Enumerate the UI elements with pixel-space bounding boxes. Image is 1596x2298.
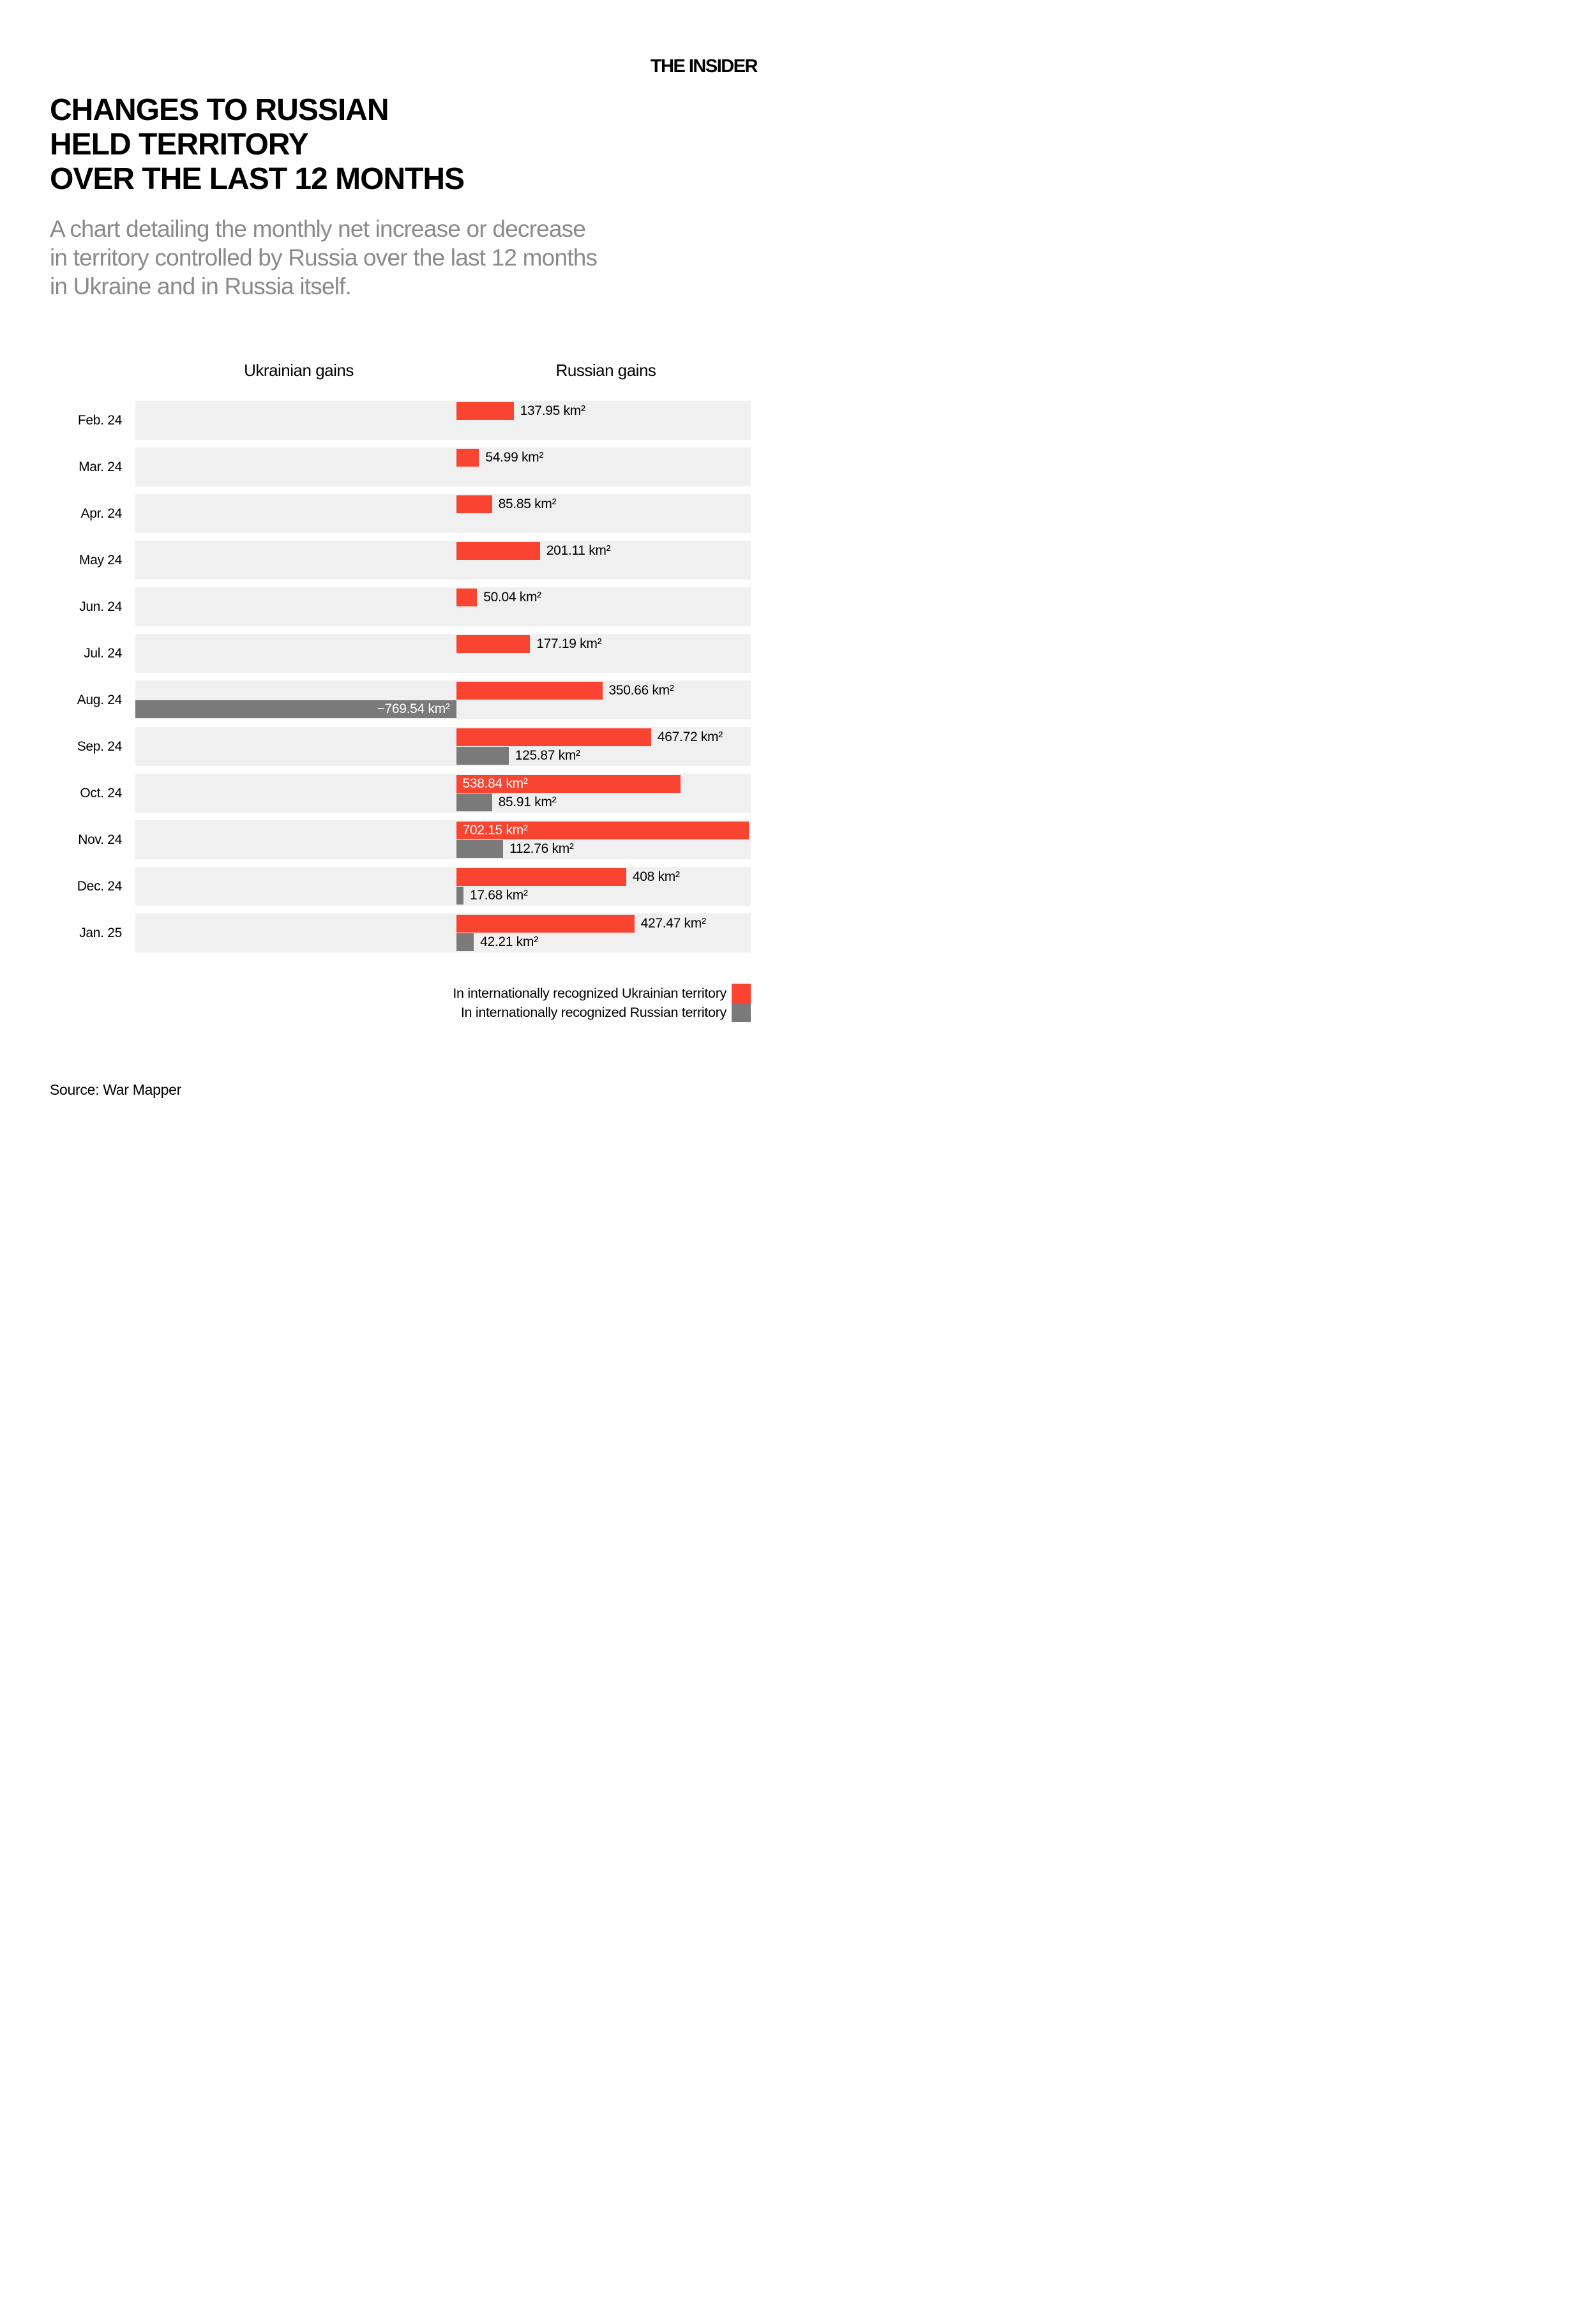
row-stripe: 538.84 km² 85.91 km² bbox=[135, 774, 751, 813]
russian-gains-header: Russian gains bbox=[555, 361, 656, 380]
title-line-3: OVER THE LAST 12 MONTHS bbox=[50, 162, 465, 196]
ukrainian-territory-bar bbox=[456, 868, 626, 886]
row-stripe: 201.11 km² bbox=[135, 541, 751, 580]
russian-territory-bar bbox=[456, 933, 474, 951]
legend-label: In internationally recognized Russian te… bbox=[460, 1004, 726, 1020]
russian-territory-value: 42.21 km² bbox=[480, 935, 538, 949]
ukrainian-territory-value: 54.99 km² bbox=[485, 450, 544, 465]
ukrainian-territory-bar bbox=[456, 635, 531, 653]
subtitle-line-3: in Ukraine and in Russia itself. bbox=[50, 273, 352, 299]
ukrainian-territory-value: 702.15 km² bbox=[462, 823, 528, 837]
ukrainian-territory-bar bbox=[456, 822, 749, 839]
chart-row: Oct. 24 538.84 km² 85.91 km² bbox=[0, 774, 798, 813]
russian-territory-bar bbox=[456, 840, 504, 858]
russian-territory-value: 112.76 km² bbox=[509, 841, 574, 856]
ukrainian-territory-swatch-icon bbox=[732, 984, 751, 1003]
subtitle-line-1: A chart detailing the monthly net increa… bbox=[50, 216, 586, 242]
row-stripe: 85.85 km² bbox=[135, 494, 751, 533]
source-credit: Source: War Mapper bbox=[50, 1081, 181, 1098]
row-stripe: 702.15 km² 112.76 km² bbox=[135, 820, 751, 859]
month-label: Jul. 24 bbox=[84, 646, 122, 661]
russian-territory-value: 17.68 km² bbox=[470, 888, 528, 903]
ukrainian-territory-value: 538.84 km² bbox=[462, 776, 528, 791]
ukrainian-territory-value: 137.95 km² bbox=[520, 403, 585, 418]
ukrainian-territory-bar bbox=[456, 728, 651, 746]
subtitle-line-2: in territory controlled by Russia over t… bbox=[50, 244, 598, 271]
month-label: Aug. 24 bbox=[77, 693, 123, 707]
chart-row: Nov. 24 702.15 km² 112.76 km² bbox=[0, 820, 798, 859]
ukrainian-territory-value: 201.11 km² bbox=[546, 543, 611, 558]
ukrainian-territory-bar bbox=[456, 915, 635, 933]
month-label: Apr. 24 bbox=[80, 506, 123, 521]
russian-territory-value: 125.87 km² bbox=[515, 748, 580, 763]
page-title: CHANGES TO RUSSIAN HELD TERRITORY OVER T… bbox=[50, 93, 465, 197]
month-label: Nov. 24 bbox=[78, 832, 122, 847]
month-label: Dec. 24 bbox=[77, 879, 123, 894]
ukrainian-territory-bar bbox=[456, 402, 514, 420]
ukrainian-territory-value: 408 km² bbox=[632, 869, 680, 884]
chart-row: May 24 201.11 km² bbox=[0, 541, 798, 580]
chart-row: Mar. 24 54.99 km² bbox=[0, 447, 798, 486]
russian-territory-bar bbox=[456, 887, 463, 905]
title-line-2: HELD TERRITORY bbox=[50, 128, 309, 161]
row-stripe: 50.04 km² bbox=[135, 587, 751, 626]
row-stripe: 54.99 km² bbox=[135, 447, 751, 486]
russian-territory-bar bbox=[456, 747, 509, 765]
ukrainian-gains-header: Ukrainian gains bbox=[244, 361, 354, 380]
chart-row: Feb. 24 137.95 km² bbox=[0, 401, 798, 440]
title-line-1: CHANGES TO RUSSIAN bbox=[50, 93, 389, 127]
row-stripe: 467.72 km² 125.87 km² bbox=[135, 727, 751, 766]
page-subtitle: A chart detailing the monthly net increa… bbox=[50, 214, 598, 301]
ukrainian-territory-value: 50.04 km² bbox=[483, 590, 541, 605]
row-stripe: 427.47 km² 42.21 km² bbox=[135, 913, 751, 952]
row-stripe: 350.66 km² −769.54 km² bbox=[135, 680, 751, 719]
russian-territory-bar bbox=[135, 700, 456, 718]
month-label: Jan. 25 bbox=[79, 926, 122, 940]
russian-territory-swatch-icon bbox=[732, 1003, 751, 1022]
month-label: Mar. 24 bbox=[79, 460, 122, 474]
chart-row: Aug. 24 350.66 km² −769.54 km² bbox=[0, 680, 798, 719]
month-label: Oct. 24 bbox=[80, 786, 122, 800]
russian-territory-value: −769.54 km² bbox=[377, 702, 450, 716]
legend: In internationally recognized Ukrainian … bbox=[453, 984, 751, 1022]
ukrainian-territory-bar bbox=[456, 449, 479, 467]
legend-item-russian-territory: In internationally recognized Russian te… bbox=[453, 1003, 751, 1022]
russian-territory-value: 85.91 km² bbox=[498, 795, 557, 809]
month-label: Jun. 24 bbox=[79, 599, 122, 614]
row-stripe: 137.95 km² bbox=[135, 401, 751, 440]
chart-row: Jul. 24 177.19 km² bbox=[0, 634, 798, 673]
ukrainian-territory-bar bbox=[456, 589, 478, 606]
ukrainian-territory-value: 85.85 km² bbox=[498, 497, 557, 511]
chart-row: Dec. 24 408 km² 17.68 km² bbox=[0, 867, 798, 906]
ukrainian-territory-value: 350.66 km² bbox=[608, 683, 674, 698]
chart-row: Jan. 25 427.47 km² 42.21 km² bbox=[0, 913, 798, 952]
ukrainian-territory-bar bbox=[456, 682, 603, 700]
chart-row: Apr. 24 85.85 km² bbox=[0, 494, 798, 533]
legend-item-ukrainian-territory: In internationally recognized Ukrainian … bbox=[453, 984, 751, 1003]
ukrainian-territory-value: 427.47 km² bbox=[640, 916, 706, 931]
row-stripe: 177.19 km² bbox=[135, 634, 751, 673]
russian-territory-bar bbox=[456, 793, 492, 811]
the-insider-logo: THE INSIDER bbox=[650, 56, 758, 77]
ukrainian-territory-value: 177.19 km² bbox=[536, 636, 602, 651]
month-label: May 24 bbox=[79, 553, 122, 567]
ukrainian-territory-bar bbox=[456, 542, 540, 560]
ukrainian-territory-bar bbox=[456, 495, 492, 513]
legend-label: In internationally recognized Ukrainian … bbox=[453, 985, 726, 1001]
ukrainian-territory-value: 467.72 km² bbox=[657, 730, 723, 744]
chart-row: Jun. 24 50.04 km² bbox=[0, 587, 798, 626]
month-label: Sep. 24 bbox=[77, 739, 123, 754]
ukrainian-territory-bar bbox=[456, 775, 681, 793]
chart-row: Sep. 24 467.72 km² 125.87 km² bbox=[0, 727, 798, 766]
month-label: Feb. 24 bbox=[77, 413, 122, 428]
row-stripe: 408 km² 17.68 km² bbox=[135, 867, 751, 906]
